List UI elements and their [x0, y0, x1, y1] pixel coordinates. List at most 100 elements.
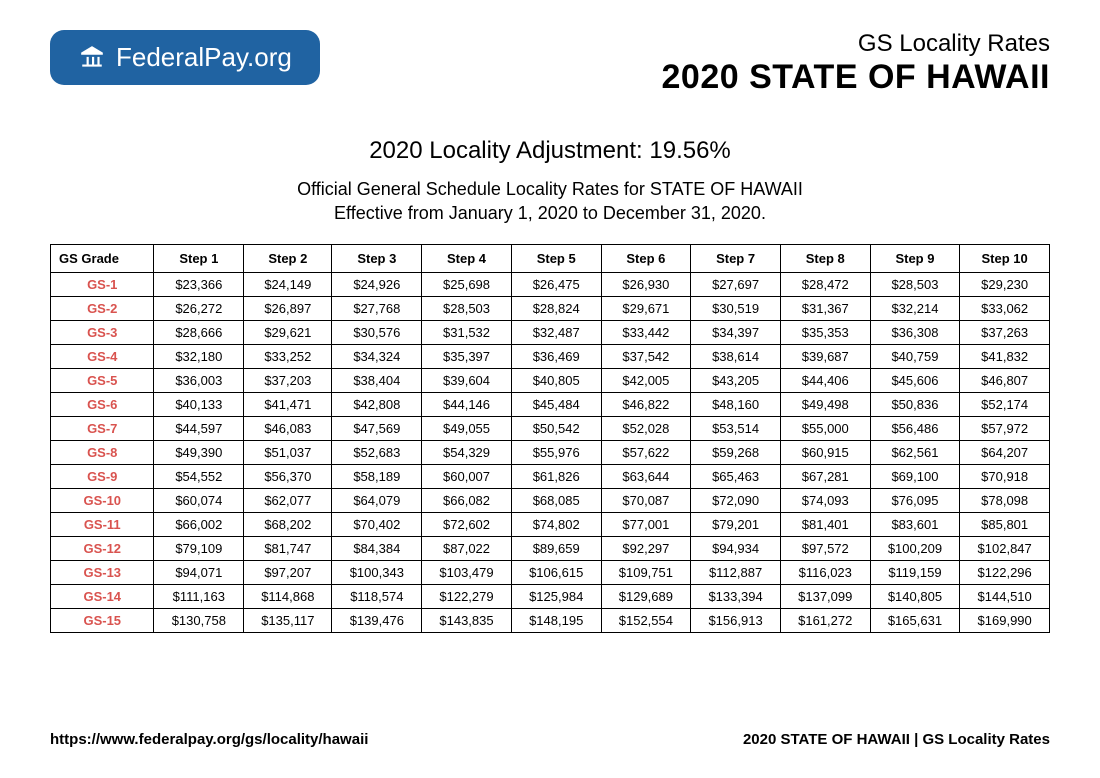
footer-url: https://www.federalpay.org/gs/locality/h…	[50, 731, 368, 748]
logo-text: FederalPay.org	[116, 42, 292, 73]
value-cell: $122,279	[422, 584, 512, 608]
value-cell: $37,263	[960, 320, 1050, 344]
value-cell: $60,074	[154, 488, 244, 512]
table-row: GS-7$44,597$46,083$47,569$49,055$50,542$…	[51, 416, 1050, 440]
value-cell: $41,832	[960, 344, 1050, 368]
value-cell: $94,934	[691, 536, 781, 560]
value-cell: $112,887	[691, 560, 781, 584]
value-cell: $111,163	[154, 584, 244, 608]
subtitle-block: 2020 Locality Adjustment: 19.56% Officia…	[50, 137, 1050, 226]
value-cell: $143,835	[422, 608, 512, 632]
value-cell: $66,082	[422, 488, 512, 512]
value-cell: $32,487	[511, 320, 601, 344]
value-cell: $97,572	[780, 536, 870, 560]
value-cell: $78,098	[960, 488, 1050, 512]
description-line2: Effective from January 1, 2020 to Decemb…	[50, 201, 1050, 225]
value-cell: $42,808	[332, 392, 422, 416]
value-cell: $33,442	[601, 320, 691, 344]
value-cell: $70,918	[960, 464, 1050, 488]
value-cell: $33,252	[244, 344, 332, 368]
value-cell: $70,087	[601, 488, 691, 512]
value-cell: $29,621	[244, 320, 332, 344]
value-cell: $130,758	[154, 608, 244, 632]
value-cell: $140,805	[870, 584, 960, 608]
value-cell: $50,542	[511, 416, 601, 440]
value-cell: $119,159	[870, 560, 960, 584]
column-header: Step 1	[154, 244, 244, 272]
column-header: Step 4	[422, 244, 512, 272]
value-cell: $137,099	[780, 584, 870, 608]
value-cell: $45,484	[511, 392, 601, 416]
value-cell: $133,394	[691, 584, 781, 608]
value-cell: $156,913	[691, 608, 781, 632]
table-row: GS-15$130,758$135,117$139,476$143,835$14…	[51, 608, 1050, 632]
grade-cell: GS-13	[51, 560, 154, 584]
value-cell: $64,079	[332, 488, 422, 512]
grade-cell: GS-9	[51, 464, 154, 488]
value-cell: $81,401	[780, 512, 870, 536]
value-cell: $72,090	[691, 488, 781, 512]
value-cell: $84,384	[332, 536, 422, 560]
value-cell: $92,297	[601, 536, 691, 560]
header: FederalPay.org GS Locality Rates 2020 ST…	[50, 30, 1050, 97]
grade-cell: GS-10	[51, 488, 154, 512]
value-cell: $40,133	[154, 392, 244, 416]
grade-cell: GS-1	[51, 272, 154, 296]
value-cell: $51,037	[244, 440, 332, 464]
value-cell: $40,805	[511, 368, 601, 392]
value-cell: $27,697	[691, 272, 781, 296]
value-cell: $148,195	[511, 608, 601, 632]
value-cell: $169,990	[960, 608, 1050, 632]
value-cell: $31,367	[780, 296, 870, 320]
value-cell: $42,005	[601, 368, 691, 392]
value-cell: $68,202	[244, 512, 332, 536]
grade-cell: GS-7	[51, 416, 154, 440]
grade-cell: GS-2	[51, 296, 154, 320]
column-header: Step 3	[332, 244, 422, 272]
value-cell: $65,463	[691, 464, 781, 488]
value-cell: $36,308	[870, 320, 960, 344]
value-cell: $139,476	[332, 608, 422, 632]
value-cell: $39,687	[780, 344, 870, 368]
value-cell: $47,569	[332, 416, 422, 440]
value-cell: $52,683	[332, 440, 422, 464]
value-cell: $44,406	[780, 368, 870, 392]
value-cell: $67,281	[780, 464, 870, 488]
value-cell: $36,469	[511, 344, 601, 368]
value-cell: $102,847	[960, 536, 1050, 560]
value-cell: $68,085	[511, 488, 601, 512]
value-cell: $94,071	[154, 560, 244, 584]
value-cell: $106,615	[511, 560, 601, 584]
grade-cell: GS-12	[51, 536, 154, 560]
value-cell: $44,597	[154, 416, 244, 440]
value-cell: $116,023	[780, 560, 870, 584]
adjustment-line: 2020 Locality Adjustment: 19.56%	[50, 137, 1050, 165]
footer: https://www.federalpay.org/gs/locality/h…	[50, 731, 1050, 748]
column-header: Step 10	[960, 244, 1050, 272]
value-cell: $54,329	[422, 440, 512, 464]
value-cell: $114,868	[244, 584, 332, 608]
footer-right: 2020 STATE OF HAWAII | GS Locality Rates	[743, 731, 1050, 748]
value-cell: $66,002	[154, 512, 244, 536]
value-cell: $28,472	[780, 272, 870, 296]
value-cell: $28,824	[511, 296, 601, 320]
value-cell: $109,751	[601, 560, 691, 584]
value-cell: $52,028	[601, 416, 691, 440]
value-cell: $40,759	[870, 344, 960, 368]
value-cell: $97,207	[244, 560, 332, 584]
table-row: GS-11$66,002$68,202$70,402$72,602$74,802…	[51, 512, 1050, 536]
value-cell: $35,397	[422, 344, 512, 368]
value-cell: $129,689	[601, 584, 691, 608]
grade-cell: GS-11	[51, 512, 154, 536]
value-cell: $49,390	[154, 440, 244, 464]
value-cell: $61,826	[511, 464, 601, 488]
value-cell: $144,510	[960, 584, 1050, 608]
table-row: GS-12$79,109$81,747$84,384$87,022$89,659…	[51, 536, 1050, 560]
value-cell: $26,897	[244, 296, 332, 320]
value-cell: $100,343	[332, 560, 422, 584]
column-header: Step 7	[691, 244, 781, 272]
value-cell: $161,272	[780, 608, 870, 632]
grade-cell: GS-3	[51, 320, 154, 344]
value-cell: $58,189	[332, 464, 422, 488]
column-header: Step 8	[780, 244, 870, 272]
